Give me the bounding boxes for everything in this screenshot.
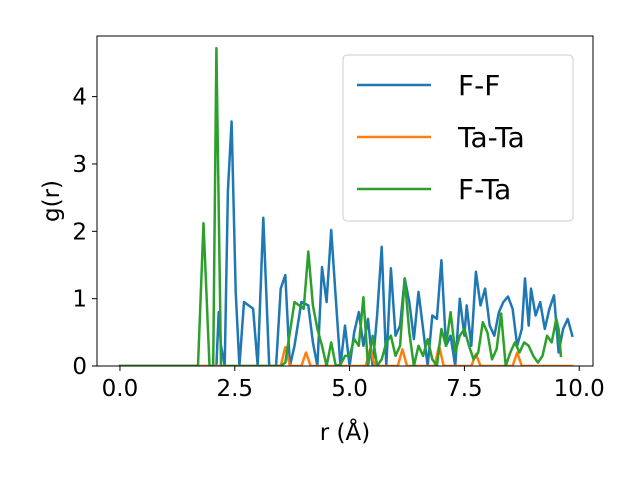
- y-tick-label: 1: [72, 287, 87, 313]
- x-tick-label: 7.5: [446, 376, 483, 402]
- x-tick-label: 10.0: [554, 376, 605, 402]
- series-line-f-f: [118, 120, 574, 366]
- y-tick-label: 3: [72, 152, 87, 178]
- series-line-ta-ta: [118, 344, 574, 366]
- x-tick-label: 0.0: [102, 376, 139, 402]
- y-axis-label: g(r): [39, 180, 65, 222]
- y-tick-label: 0: [72, 354, 87, 380]
- legend-label-f-ta: F-Ta: [458, 173, 511, 206]
- x-axis-label: r (Å): [320, 418, 370, 446]
- series-line-f-ta: [118, 46, 563, 366]
- legend-label-ta-ta: Ta-Ta: [457, 121, 525, 154]
- y-axis-ticks: 0 1 2 3 4: [72, 85, 97, 380]
- y-tick-label: 2: [72, 219, 87, 245]
- x-tick-label: 2.5: [216, 376, 253, 402]
- x-tick-label: 5.0: [331, 376, 368, 402]
- legend: F-F Ta-Ta F-Ta: [342, 54, 574, 222]
- legend-frame: [342, 54, 574, 222]
- legend-label-f-f: F-F: [458, 69, 500, 102]
- series-layer: [118, 46, 574, 366]
- y-tick-label: 4: [72, 85, 87, 111]
- x-axis-ticks: 0.0 2.5 5.0 7.5 10.0: [102, 366, 605, 402]
- plot-frame: [96, 35, 594, 367]
- legend-items: F-F Ta-Ta F-Ta: [357, 69, 525, 206]
